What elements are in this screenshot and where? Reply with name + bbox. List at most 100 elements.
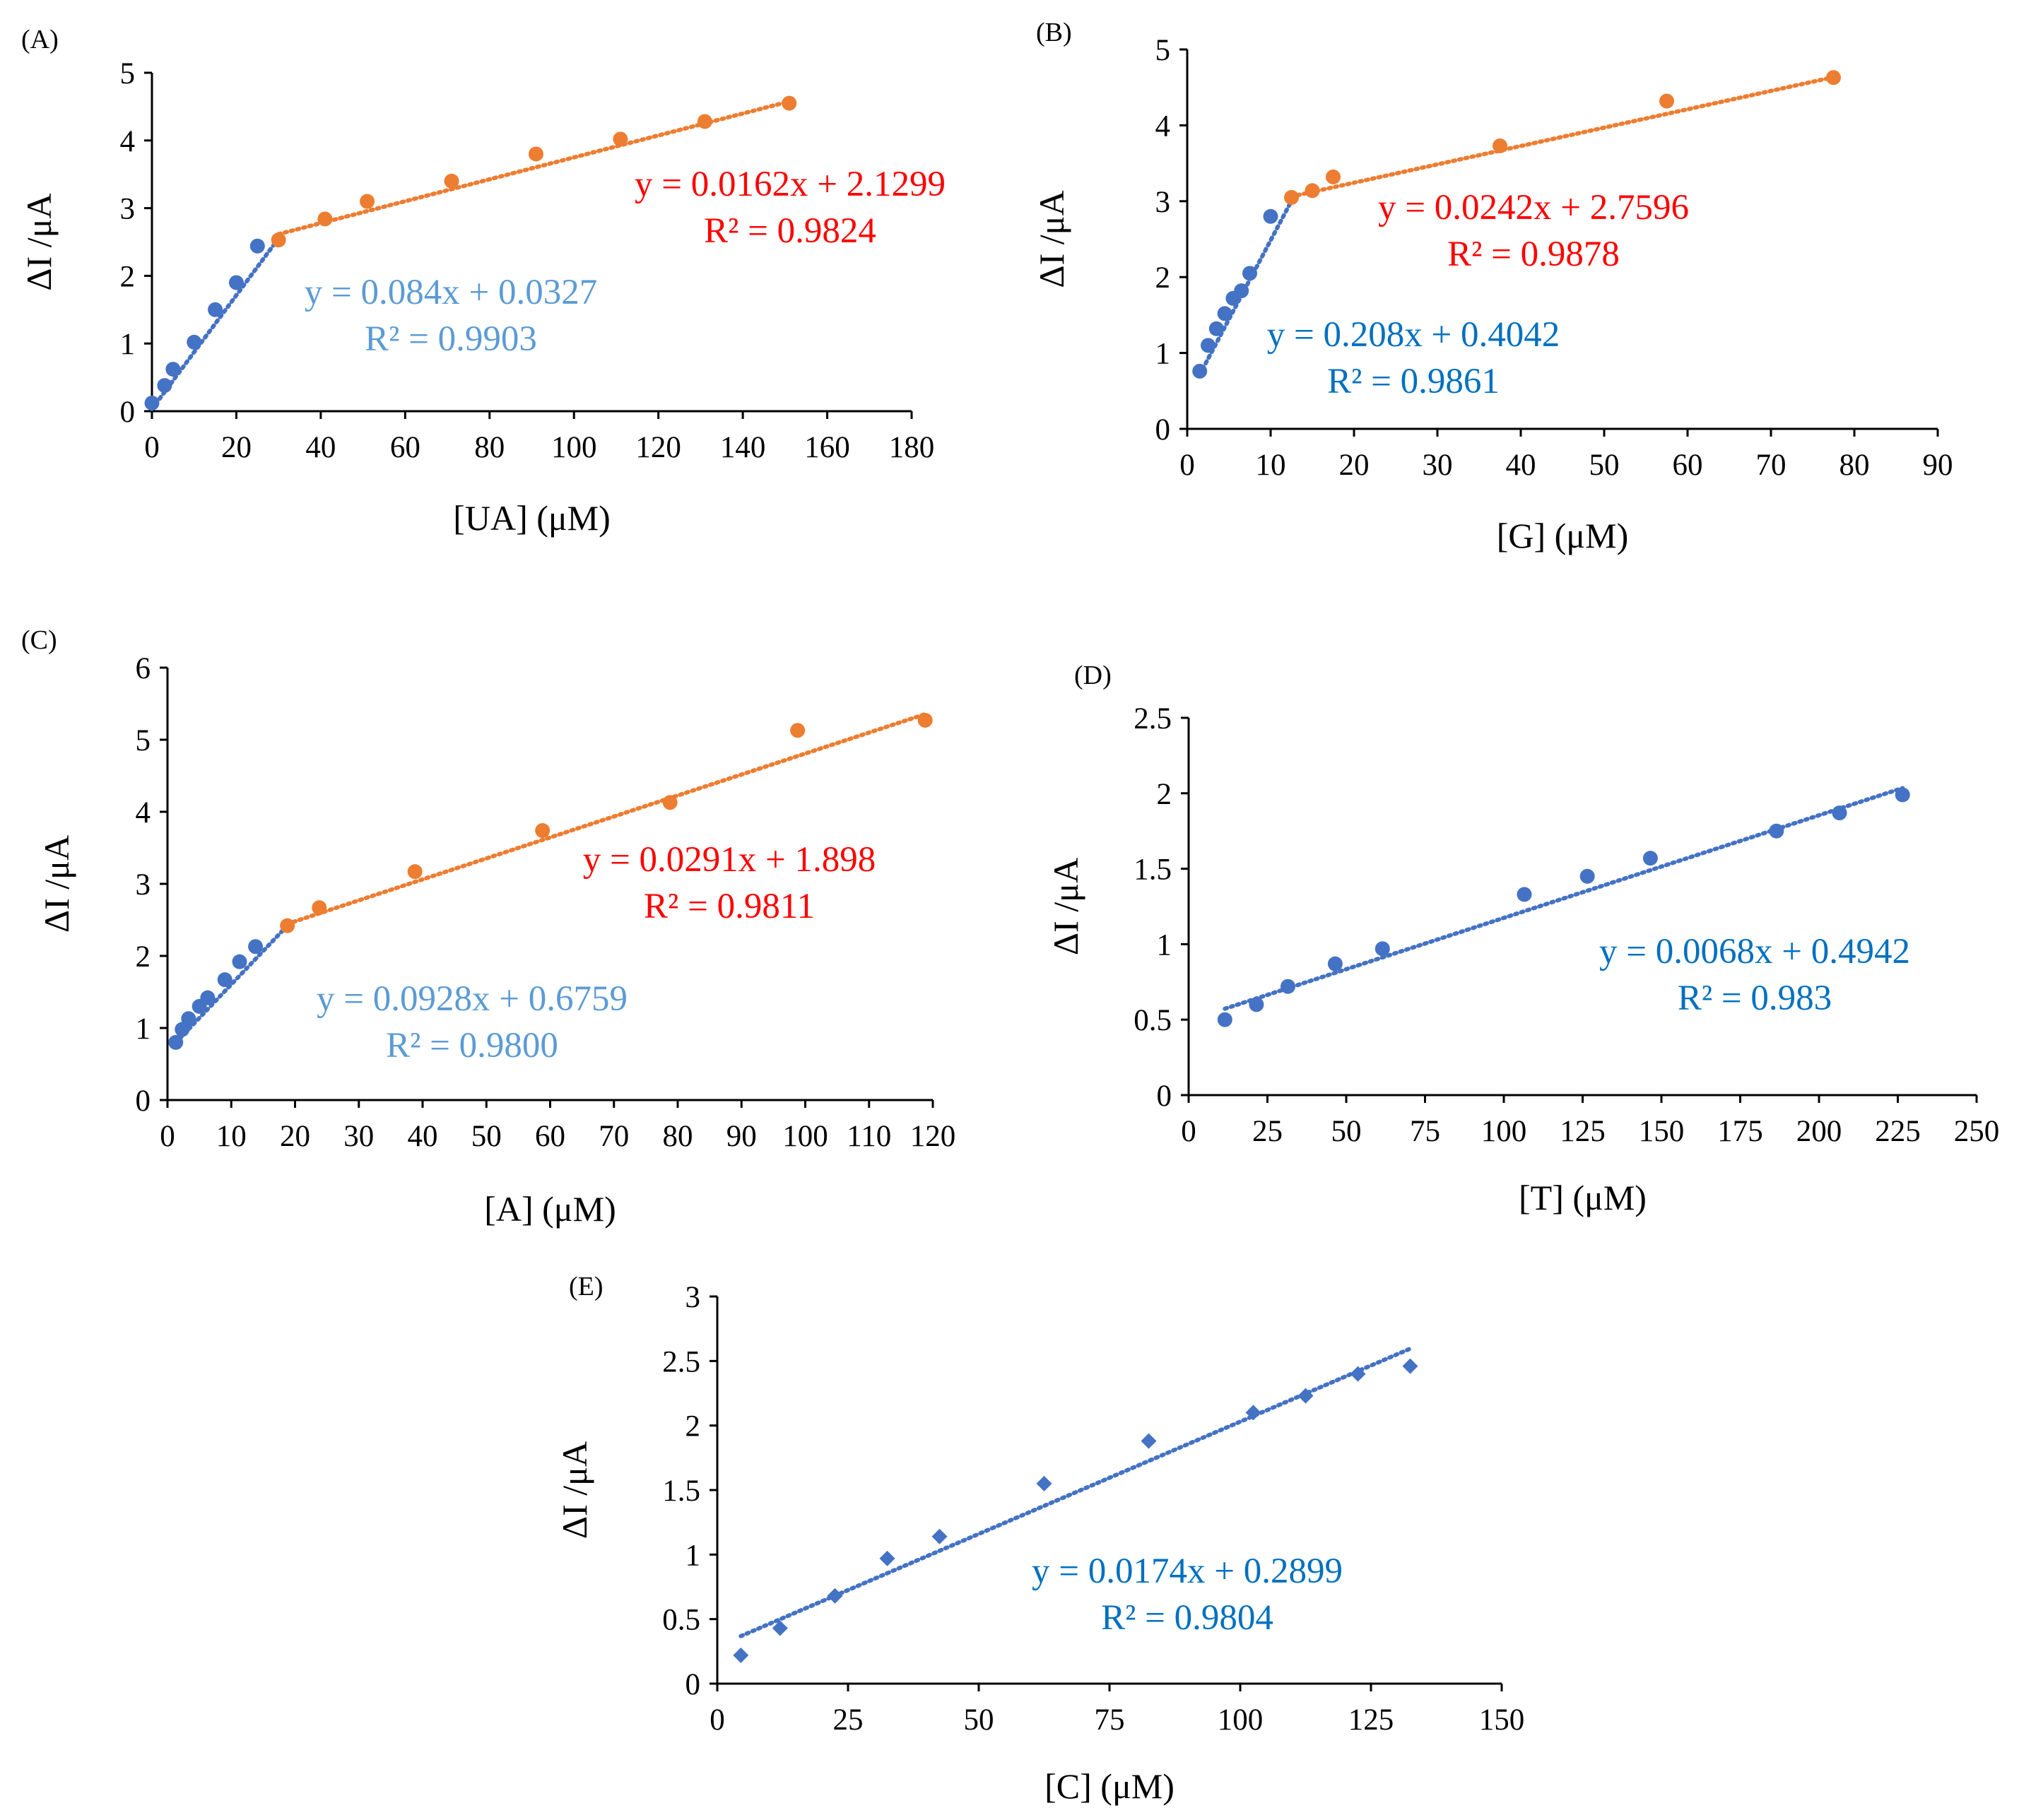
y-tick-label: 1 — [136, 1012, 151, 1046]
x-tick-label: 0 — [160, 1120, 175, 1153]
x-tick-label: 0 — [1179, 449, 1195, 482]
y-tick-label: 2 — [120, 260, 136, 293]
data-point — [280, 918, 295, 933]
data-point — [1245, 1405, 1261, 1421]
y-tick-label: 2 — [685, 1410, 701, 1443]
trendline-equation: y = 0.084x + 0.0327 — [305, 273, 598, 312]
x-tick-label: 225 — [1875, 1115, 1921, 1148]
data-point — [733, 1647, 749, 1663]
data-point — [1517, 887, 1532, 902]
trendline-equation: y = 0.0174x + 0.2899 — [1032, 1552, 1343, 1591]
data-point — [790, 723, 806, 738]
data-point — [312, 900, 327, 916]
data-point — [248, 939, 264, 955]
data-point — [1297, 1388, 1314, 1404]
x-tick-label: 160 — [804, 431, 850, 464]
y-axis-title: ΔI /μA — [19, 193, 59, 290]
data-point — [157, 378, 172, 394]
trendline — [1223, 786, 1905, 1011]
y-tick-label: 4 — [120, 125, 136, 158]
x-tick-label: 40 — [305, 431, 336, 464]
data-point — [444, 173, 459, 189]
x-tick-label: 75 — [1095, 1703, 1125, 1737]
x-axis-title: [C] (μM) — [1044, 1766, 1175, 1806]
data-point — [697, 114, 712, 129]
x-tick-label: 60 — [535, 1120, 565, 1153]
data-point — [208, 302, 223, 317]
data-point — [407, 864, 423, 880]
trendline-equation: y = 0.0928x + 0.6759 — [317, 979, 628, 1019]
data-point — [1217, 306, 1232, 321]
data-point — [232, 954, 247, 969]
data-point — [917, 712, 933, 728]
data-point — [1832, 805, 1847, 821]
x-tick-label: 25 — [1252, 1115, 1283, 1148]
r-squared-label: R² = 0.9804 — [1101, 1598, 1273, 1638]
x-tick-label: 50 — [1331, 1115, 1362, 1148]
y-tick-label: 1 — [1155, 338, 1171, 371]
x-tick-label: 50 — [1589, 449, 1620, 482]
data-point — [772, 1620, 788, 1636]
r-squared-label: R² = 0.9903 — [365, 319, 537, 359]
y-tick-label: 0.5 — [1134, 1004, 1172, 1037]
x-tick-label: 150 — [1479, 1703, 1525, 1737]
x-tick-label: 200 — [1796, 1115, 1842, 1148]
data-point — [535, 823, 551, 839]
data-point — [1242, 266, 1257, 281]
x-tick-label: 180 — [889, 431, 935, 464]
data-point — [1642, 851, 1658, 866]
y-tick-label: 0 — [1155, 413, 1171, 447]
x-tick-label: 30 — [1423, 449, 1453, 482]
y-tick-label: 0 — [136, 1085, 151, 1118]
x-axis-title: [G] (μM) — [1497, 516, 1628, 555]
y-tick-label: 4 — [136, 796, 151, 829]
data-point — [1234, 283, 1249, 299]
r-squared-label: R² = 0.9800 — [386, 1026, 558, 1065]
data-point — [228, 275, 244, 290]
x-tick-label: 60 — [390, 431, 420, 464]
y-tick-label: 5 — [1155, 34, 1171, 67]
trendline-equation: y = 0.0291x + 1.898 — [583, 840, 876, 880]
r-squared-label: R² = 0.9861 — [1327, 362, 1500, 401]
data-point — [613, 131, 628, 147]
x-tick-label: 70 — [599, 1120, 629, 1153]
y-tick-label: 4 — [1155, 110, 1171, 143]
data-point — [1305, 183, 1320, 199]
panel-label: (B) — [1036, 18, 1072, 47]
trendline — [1289, 75, 1836, 199]
y-tick-label: 2.5 — [662, 1345, 700, 1378]
data-point — [1326, 169, 1341, 184]
data-point — [1208, 321, 1224, 336]
x-tick-label: 50 — [471, 1120, 502, 1153]
x-tick-label: 100 — [1481, 1115, 1527, 1148]
data-point — [1895, 787, 1910, 803]
y-tick-label: 3 — [1155, 186, 1171, 219]
x-tick-label: 80 — [663, 1120, 693, 1153]
r-squared-label: R² = 0.9824 — [704, 211, 876, 251]
x-tick-label: 80 — [1840, 449, 1870, 482]
data-point — [827, 1588, 843, 1604]
y-tick-label: 1 — [685, 1539, 701, 1572]
y-tick-label: 1 — [120, 328, 136, 361]
y-tick-label: 0 — [120, 396, 136, 429]
data-point — [1217, 1012, 1232, 1027]
y-tick-label: 2 — [136, 940, 151, 974]
r-squared-label: R² = 0.9878 — [1447, 235, 1620, 274]
data-point — [1493, 138, 1507, 153]
x-tick-label: 50 — [964, 1703, 994, 1737]
data-point — [1769, 823, 1784, 839]
x-tick-label: 100 — [782, 1120, 828, 1153]
x-tick-label: 20 — [221, 431, 252, 464]
y-tick-label: 2.5 — [1134, 702, 1172, 735]
x-tick-label: 125 — [1560, 1115, 1606, 1148]
data-point — [200, 990, 216, 1005]
y-tick-label: 2 — [1157, 778, 1172, 811]
x-tick-label: 80 — [474, 431, 505, 464]
data-point — [1659, 93, 1674, 109]
data-point — [1327, 956, 1343, 971]
x-tick-label: 90 — [726, 1120, 757, 1153]
x-tick-label: 90 — [1923, 449, 1953, 482]
chart-panel-a: 0 1 2 3 4 5 0 20 40 60 80 100 120 140 160 180 [UA] (μM) Δ… — [19, 25, 946, 538]
data-point — [1350, 1366, 1366, 1382]
